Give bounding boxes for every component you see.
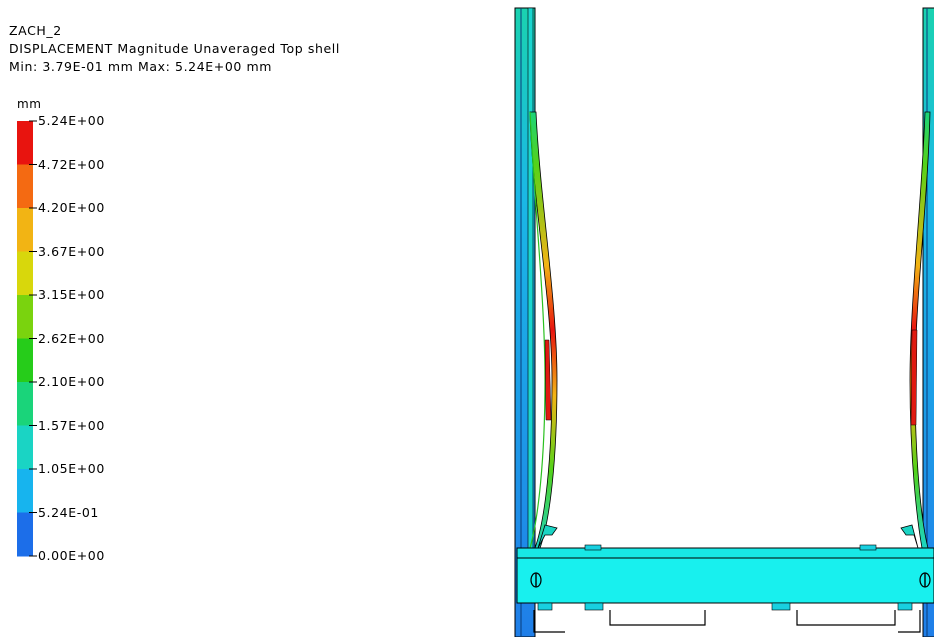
legend-tick-label: 4.20E+00 [38, 200, 105, 215]
legend-tick-label: 4.72E+00 [38, 156, 105, 172]
bolt-head-icon [919, 572, 931, 588]
legend-tick-label: 5.24E+00 [38, 113, 105, 128]
legend-tick-label: 2.10E+00 [38, 374, 105, 389]
right-deformed-member [900, 111, 931, 549]
result-title: DISPLACEMENT Magnitude Unaveraged Top sh… [9, 41, 340, 56]
left-column [514, 7, 536, 637]
legend-tick-label: 5.24E-01 [38, 504, 99, 520]
legend-tick-label: 1.57E+00 [38, 417, 105, 433]
legend-tick-label: 1.05E+00 [38, 461, 105, 476]
bolt-head-icon [530, 572, 542, 588]
legend-unit: mm [17, 97, 42, 111]
legend-tick-label: 3.67E+00 [38, 243, 105, 259]
legend-tick-label: 2.62E+00 [38, 330, 105, 346]
legend-tick-label: 3.15E+00 [38, 287, 105, 302]
min-max-readout: Min: 3.79E-01 mm Max: 5.24E+00 mm [9, 59, 273, 74]
base-plate [516, 544, 934, 633]
legend-tick-label: 0.00E+00 [38, 548, 105, 563]
model-name: ZACH_2 [9, 23, 62, 38]
